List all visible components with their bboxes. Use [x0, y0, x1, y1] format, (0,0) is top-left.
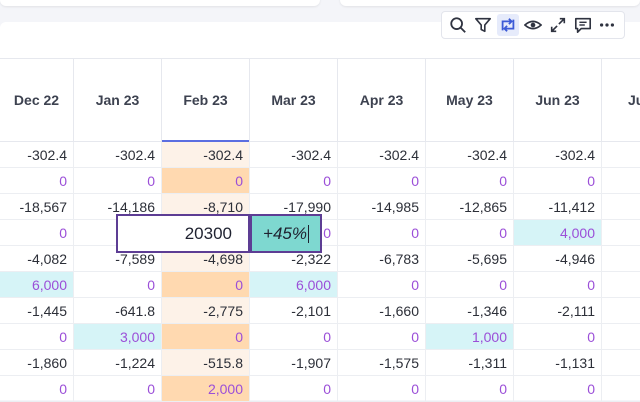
cell[interactable]: 0 — [426, 272, 514, 297]
search-icon[interactable] — [447, 14, 469, 36]
cell[interactable]: 0 — [426, 168, 514, 193]
grid-header: Dec 22 Jan 23 Feb 23 Mar 23 Apr 23 May 2… — [0, 58, 640, 142]
cell[interactable]: 3,000 — [74, 324, 162, 349]
cell[interactable]: -4,082 — [0, 246, 74, 271]
cell[interactable]: -17,990 — [250, 194, 338, 219]
percent-change-text: +45% — [263, 223, 307, 243]
cell[interactable]: -515.8 — [162, 350, 250, 375]
cell[interactable]: 0 — [250, 324, 338, 349]
cell[interactable]: -7,589 — [74, 246, 162, 271]
cell[interactable]: 0 — [514, 272, 602, 297]
table-row: -1,860 -1,224 -515.8 -1,907 -1,575 -1,31… — [0, 350, 640, 376]
grid-toolbar — [441, 11, 625, 39]
cell[interactable]: 0 — [338, 272, 426, 297]
cell[interactable]: 1,000 — [426, 324, 514, 349]
cell[interactable]: 0 — [338, 376, 426, 401]
column-header-apr-23[interactable]: Apr 23 — [338, 59, 426, 141]
cell[interactable]: 0 — [0, 324, 74, 349]
table-row: -1,445 -641.8 -2,775 -2,101 -1,660 -1,34… — [0, 298, 640, 324]
cell[interactable]: -1,445 — [0, 298, 74, 323]
cell[interactable]: 0 — [162, 324, 250, 349]
cell[interactable]: 0 — [250, 220, 338, 245]
cell[interactable]: -14,186 — [74, 194, 162, 219]
comment-icon[interactable] — [572, 14, 594, 36]
cell[interactable]: -18,567 — [0, 194, 74, 219]
cell[interactable]: -1,860 — [0, 350, 74, 375]
cell[interactable]: 0 — [338, 220, 426, 245]
cell[interactable]: 0 — [0, 168, 74, 193]
cell[interactable]: -1,907 — [250, 350, 338, 375]
cell[interactable]: -4,946 — [514, 246, 602, 271]
cell[interactable]: 0 — [74, 168, 162, 193]
column-header-jan-23[interactable]: Jan 23 — [74, 59, 162, 141]
table-row: 0 3,000 0 0 0 1,000 0 — [0, 324, 640, 350]
cell[interactable]: 0 — [162, 168, 250, 193]
cell[interactable]: -302.4 — [338, 142, 426, 167]
cell[interactable]: 0 — [338, 168, 426, 193]
cell[interactable]: -302.4 — [250, 142, 338, 167]
cell[interactable]: 0 — [514, 324, 602, 349]
cell[interactable]: 0 — [250, 376, 338, 401]
cell[interactable]: -302.4 — [74, 142, 162, 167]
column-header-jul-23[interactable]: Ju — [628, 92, 640, 108]
cell[interactable]: -2,322 — [250, 246, 338, 271]
table-row: 0 0 0 0 0 0 0 — [0, 168, 640, 194]
cell[interactable]: 0 — [426, 376, 514, 401]
eye-icon[interactable] — [522, 14, 544, 36]
cell[interactable]: 0 — [514, 168, 602, 193]
top-card-right — [340, 0, 640, 6]
cell[interactable]: 0 — [0, 376, 74, 401]
cell[interactable]: -302.4 — [426, 142, 514, 167]
table-row: -4,082 -7,589 -4,698 -2,322 -6,783 -5,69… — [0, 246, 640, 272]
cell[interactable]: 0 — [250, 168, 338, 193]
cell[interactable]: -14,985 — [338, 194, 426, 219]
cell[interactable]: -1,224 — [74, 350, 162, 375]
cell[interactable]: 0 — [426, 220, 514, 245]
table-row: 0 0 2,000 0 0 0 0 — [0, 376, 640, 402]
cell[interactable]: -11,412 — [514, 194, 602, 219]
cell[interactable]: 2,000 — [162, 376, 250, 401]
more-icon[interactable] — [596, 14, 618, 36]
cell[interactable]: 0 — [74, 376, 162, 401]
cell[interactable]: -641.8 — [74, 298, 162, 323]
cell-value-editor[interactable]: 20300 — [116, 214, 250, 253]
column-header-jun-23[interactable]: Jun 23 — [514, 59, 602, 141]
cell[interactable]: -1,660 — [338, 298, 426, 323]
cell[interactable]: 0 — [74, 272, 162, 297]
cell[interactable]: 6,000 — [250, 272, 338, 297]
cell[interactable]: -1,131 — [514, 350, 602, 375]
top-card-left — [0, 0, 320, 6]
percent-change-input[interactable]: +45% — [250, 214, 322, 253]
cell[interactable]: -5,695 — [426, 246, 514, 271]
expand-icon[interactable] — [547, 14, 569, 36]
column-header-dec-22[interactable]: Dec 22 — [0, 59, 74, 141]
cell[interactable]: 0 — [338, 324, 426, 349]
cell[interactable]: 4,000 — [514, 220, 602, 245]
column-header-may-23[interactable]: May 23 — [426, 59, 514, 141]
cell[interactable]: -1,575 — [338, 350, 426, 375]
swap-icon[interactable] — [497, 14, 520, 36]
filter-icon[interactable] — [472, 14, 494, 36]
cell[interactable]: -1,311 — [426, 350, 514, 375]
cell[interactable]: -302.4 — [0, 142, 74, 167]
column-header-feb-23[interactable]: Feb 23 — [162, 59, 250, 142]
table-row: -302.4 -302.4 -302.4 -302.4 -302.4 -302.… — [0, 142, 640, 168]
cell[interactable]: -302.4 — [514, 142, 602, 167]
cell-value-text: 20300 — [184, 223, 232, 243]
cell[interactable]: 6,000 — [0, 272, 74, 297]
cell[interactable]: 0 — [162, 272, 250, 297]
text-caret — [307, 224, 309, 243]
cell[interactable]: -302.4 — [162, 142, 250, 167]
cell[interactable]: -1,346 — [426, 298, 514, 323]
cell[interactable]: 0 — [514, 376, 602, 401]
cell[interactable]: -6,783 — [338, 246, 426, 271]
cell[interactable]: -2,775 — [162, 298, 250, 323]
cell[interactable]: -2,101 — [250, 298, 338, 323]
cell[interactable]: -2,111 — [514, 298, 602, 323]
column-header-mar-23[interactable]: Mar 23 — [250, 59, 338, 141]
table-row: 6,000 0 0 6,000 0 0 0 — [0, 272, 640, 298]
cell[interactable]: 0 — [0, 220, 74, 245]
cell[interactable]: -12,865 — [426, 194, 514, 219]
